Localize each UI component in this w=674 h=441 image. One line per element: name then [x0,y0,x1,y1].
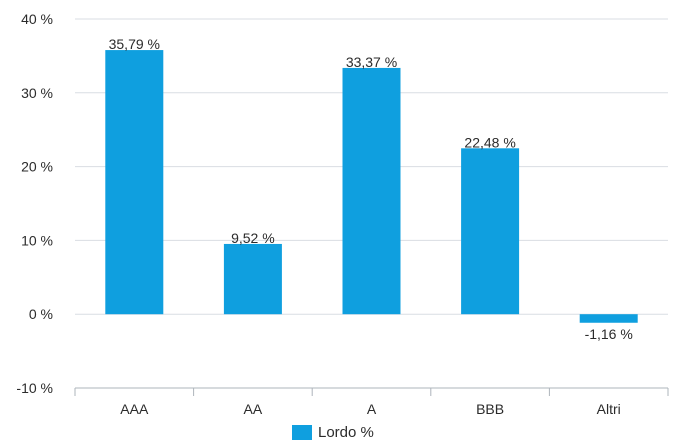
data-label: 22,48 % [464,134,515,150]
legend-label: Lordo % [318,424,374,441]
y-tick-label: 0 % [29,306,53,322]
y-tick-label: 10 % [21,232,53,248]
x-tick-label: Altri [597,401,621,417]
y-tick-label: 20 % [21,159,53,175]
bar-a[interactable] [342,67,401,315]
y-tick-label: 30 % [21,85,53,101]
bar-aa[interactable] [223,243,282,315]
x-axis: AAA AA A BBB Altri [74,388,669,417]
data-labels: 35,79 % 9,52 % 33,37 % 22,48 % -1,16 % [109,36,633,342]
y-tick-label: 40 % [21,11,53,27]
y-axis-tick-labels: -10 % 0 % 10 % 20 % 30 % 40 % [16,11,53,396]
legend-swatch [292,425,312,440]
data-label: -1,16 % [585,326,633,342]
data-label: 33,37 % [346,54,397,70]
data-label: 35,79 % [109,36,160,52]
x-tick-label: A [367,401,377,417]
legend[interactable]: Lordo % [292,424,374,441]
y-tick-label: -10 % [16,380,53,396]
data-label: 9,52 % [231,230,275,246]
x-tick-label: BBB [476,401,504,417]
bar-aaa[interactable] [105,50,164,315]
x-tick-label: AA [244,401,263,417]
x-tick-label: AAA [120,401,149,417]
bar-altri[interactable] [579,314,638,323]
bar-bbb[interactable] [461,148,520,315]
bars [105,50,638,323]
